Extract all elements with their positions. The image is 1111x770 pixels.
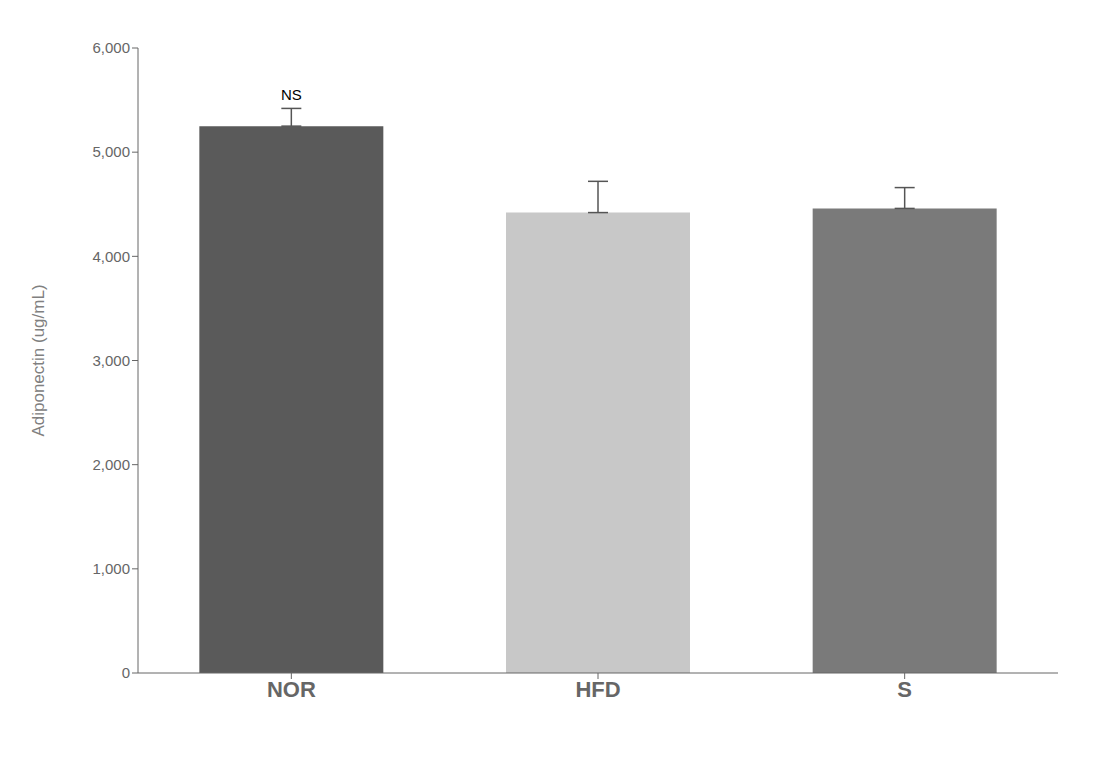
- svg-text:5,000: 5,000: [92, 143, 130, 160]
- svg-text:6,000: 6,000: [92, 39, 130, 56]
- svg-text:0: 0: [122, 664, 130, 681]
- svg-text:HFD: HFD: [575, 677, 620, 702]
- svg-text:4,000: 4,000: [92, 248, 130, 265]
- svg-text:Adiponectin (ug/mL): Adiponectin (ug/mL): [29, 284, 48, 436]
- svg-text:3,000: 3,000: [92, 352, 130, 369]
- svg-text:S: S: [897, 677, 912, 702]
- svg-text:1,000: 1,000: [92, 560, 130, 577]
- svg-text:2,000: 2,000: [92, 456, 130, 473]
- svg-text:NOR: NOR: [267, 677, 316, 702]
- svg-text:NS: NS: [281, 86, 302, 103]
